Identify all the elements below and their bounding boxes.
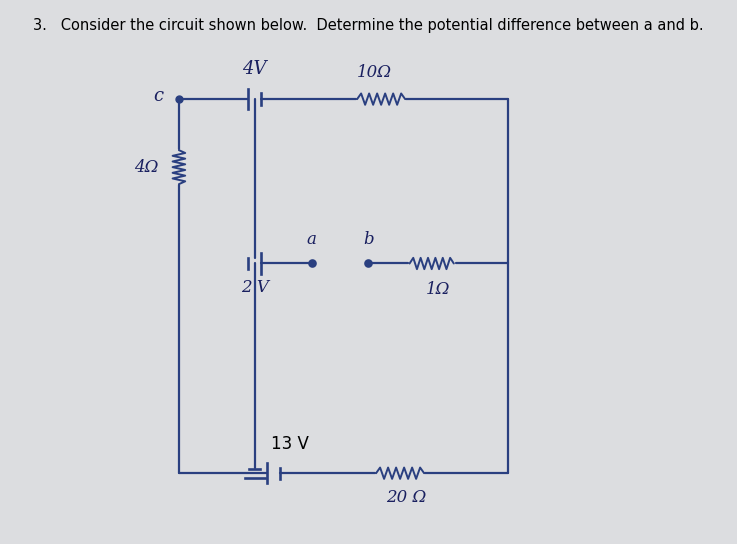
Text: a: a xyxy=(307,231,317,248)
Text: b: b xyxy=(363,231,374,248)
Text: 1Ω: 1Ω xyxy=(426,281,450,298)
Text: 10Ω: 10Ω xyxy=(357,64,392,81)
Text: 3.   Consider the circuit shown below.  Determine the potential difference betwe: 3. Consider the circuit shown below. Det… xyxy=(33,18,704,33)
Text: 13 V: 13 V xyxy=(270,435,308,453)
Text: 4V: 4V xyxy=(242,60,267,78)
Text: 4Ω: 4Ω xyxy=(134,159,158,176)
Text: c: c xyxy=(153,87,163,106)
Text: 20 Ω: 20 Ω xyxy=(386,489,427,506)
Text: 2 V: 2 V xyxy=(241,280,269,296)
